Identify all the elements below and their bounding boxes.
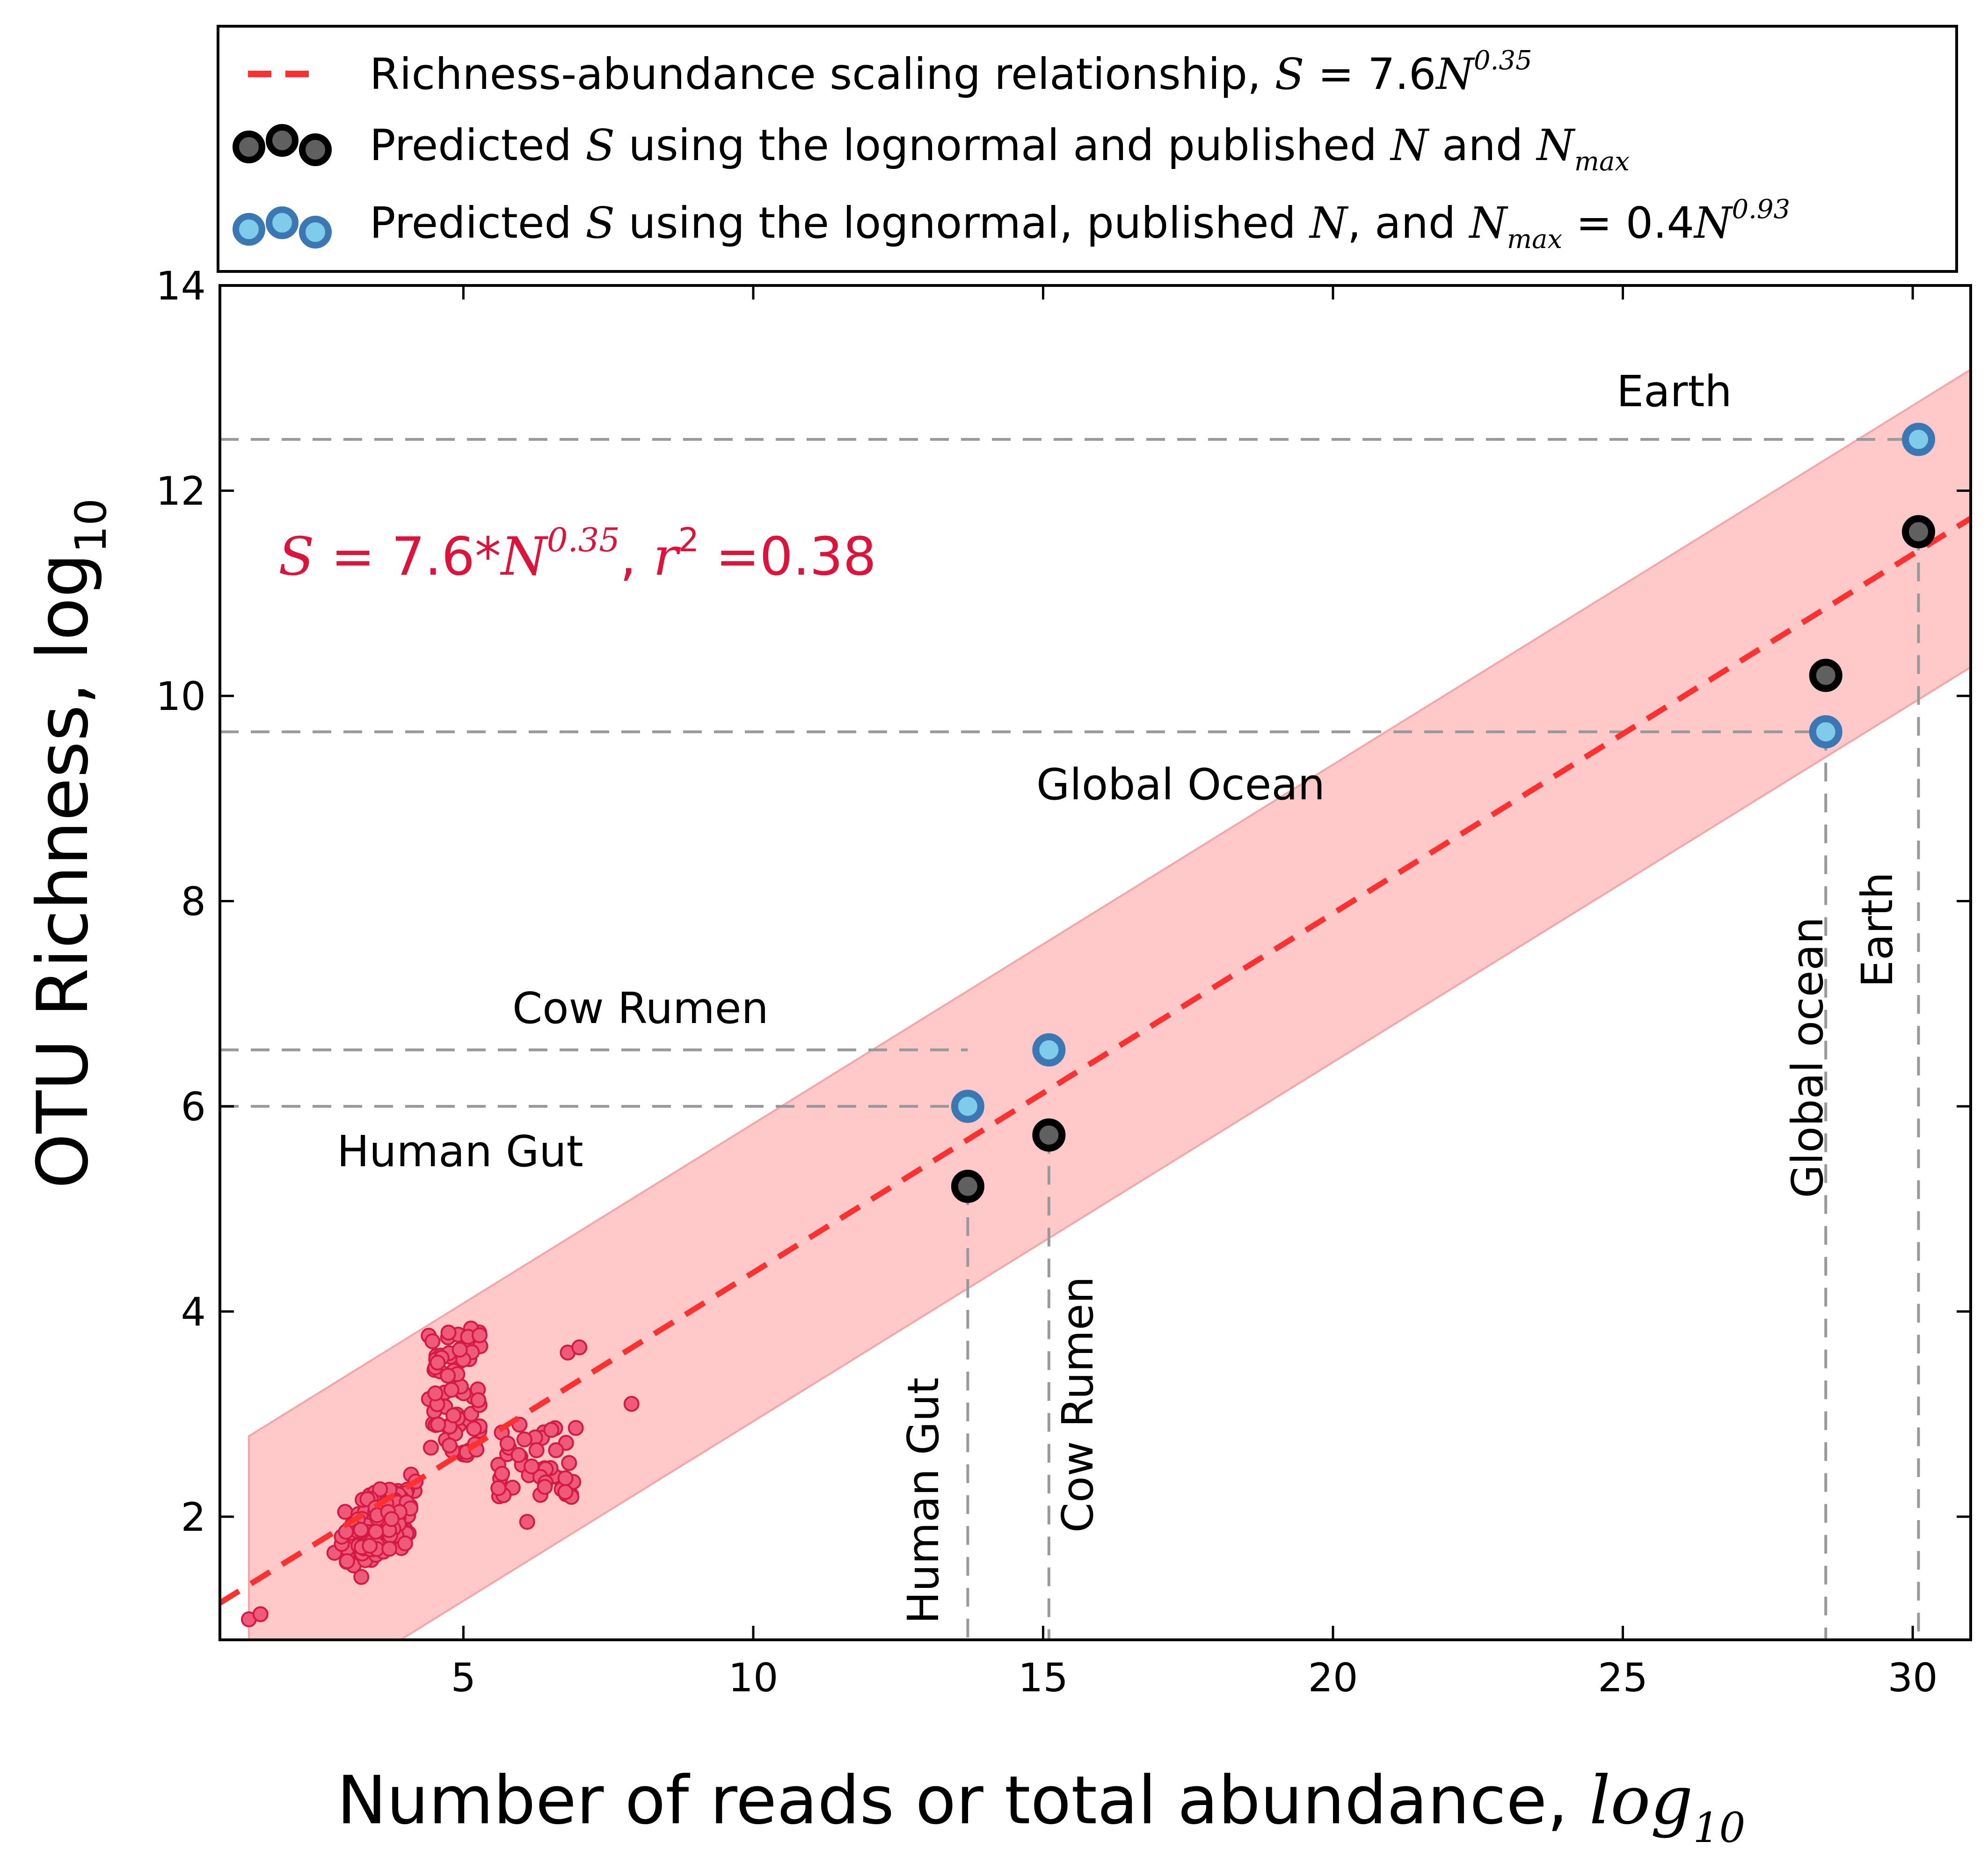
legend-estimated-swatch	[233, 206, 332, 249]
annotation-global-ocean-vertical: Global ocean	[1783, 917, 1833, 1198]
annotation-cow-rumen: Cow Rumen	[512, 983, 769, 1033]
sample-point	[427, 1385, 444, 1402]
sample-point	[397, 1535, 413, 1551]
sample-point	[470, 1392, 487, 1408]
y-axis-label: OTU Richness, log10	[22, 498, 116, 1189]
estimated-point	[951, 1089, 984, 1123]
estimated-point	[1809, 715, 1842, 749]
annotation-earth: Earth	[1617, 366, 1732, 417]
sample-point	[516, 1431, 532, 1447]
y-tick-label: 12	[156, 468, 206, 514]
sample-point	[362, 1538, 378, 1554]
sample-point	[510, 1447, 527, 1463]
sample-point	[440, 1324, 457, 1341]
sample-point	[252, 1606, 269, 1623]
annotation-human-gut: Human Gut	[337, 1126, 583, 1177]
annotation-cow-rumen-vertical: Cow Rumen	[1053, 1276, 1103, 1533]
x-tick-label: 5	[451, 1655, 476, 1701]
legend-fit-label: Richness-abundance scaling relationship,…	[370, 45, 1532, 99]
y-tick-label: 2	[181, 1494, 206, 1540]
sample-point	[368, 1523, 384, 1540]
sample-point	[353, 1569, 370, 1585]
legend-estimated-label: Predicted S using the lognormal, publish…	[370, 194, 1790, 255]
legend: Richness-abundance scaling relationship,…	[217, 25, 1958, 273]
sample-point	[490, 1480, 507, 1496]
sample-point	[471, 1327, 488, 1344]
sample-point	[548, 1442, 564, 1458]
sample-point	[571, 1339, 588, 1356]
published-points	[951, 515, 1935, 1203]
sample-point	[543, 1422, 560, 1438]
legend-published-swatch	[233, 124, 332, 166]
sample-point	[424, 1333, 441, 1350]
x-tick-label: 20	[1308, 1655, 1358, 1701]
y-tick-label: 14	[156, 263, 206, 309]
y-tick-label: 8	[181, 878, 206, 924]
plot-area	[220, 368, 1971, 1640]
x-tick-label: 30	[1888, 1655, 1938, 1701]
reference-lines	[220, 438, 1920, 1640]
fit-equation: S = 7.6*N0.35, r2 =0.38	[278, 521, 876, 587]
annotation-human-gut-vertical: Human Gut	[898, 1377, 948, 1624]
sample-point	[451, 1341, 468, 1358]
fit-line	[220, 516, 1971, 1606]
sample-point	[623, 1396, 640, 1412]
plot-frame	[218, 284, 1972, 1641]
sample-point	[339, 1553, 355, 1569]
annotation-global-ocean: Global Ocean	[1036, 760, 1325, 810]
sample-point	[440, 1367, 456, 1384]
sample-point	[528, 1442, 545, 1458]
estimated-point	[1901, 423, 1935, 456]
sample-point	[499, 1435, 516, 1452]
estimated-points	[951, 423, 1935, 1123]
sample-point	[443, 1382, 459, 1398]
axis-ticks: 5 10 15 20 25 30 2 4 6 8 10 12 14	[156, 263, 1971, 1701]
sample-point	[337, 1504, 353, 1520]
sample-point	[441, 1437, 458, 1454]
published-point	[951, 1170, 984, 1203]
sample-point	[524, 1458, 540, 1475]
sample-point	[372, 1481, 388, 1498]
sample-point	[383, 1511, 400, 1527]
sample-point	[561, 1455, 577, 1471]
sample-point	[445, 1407, 462, 1424]
sample-point	[422, 1440, 439, 1456]
x-tick-label: 10	[728, 1655, 779, 1701]
sample-point	[557, 1470, 574, 1486]
x-axis-label: Number of reads or total abundance, log1…	[337, 1762, 1746, 1852]
legend-published-label: Predicted S using the lognormal and publ…	[370, 120, 1630, 177]
sample-point	[353, 1521, 369, 1538]
sample-point	[519, 1513, 535, 1530]
estimated-point	[1032, 1033, 1066, 1067]
sample-point	[381, 1541, 398, 1557]
published-point	[1809, 658, 1842, 692]
sample-point	[466, 1420, 482, 1437]
sample-point	[430, 1354, 446, 1371]
published-point	[1901, 515, 1935, 548]
sample-point	[557, 1484, 574, 1500]
fit-confidence-band	[248, 368, 1971, 1640]
sample-point	[494, 1466, 510, 1482]
y-tick-label: 6	[181, 1084, 206, 1130]
x-tick-label: 25	[1598, 1655, 1648, 1701]
x-tick-label: 15	[1018, 1655, 1068, 1701]
published-point	[1032, 1118, 1066, 1152]
annotation-earth-vertical: Earth	[1852, 872, 1902, 987]
sample-point	[430, 1416, 446, 1433]
y-tick-label: 10	[156, 673, 206, 719]
sample-point	[568, 1420, 584, 1436]
y-tick-label: 4	[181, 1289, 206, 1335]
sample-point	[537, 1479, 553, 1495]
